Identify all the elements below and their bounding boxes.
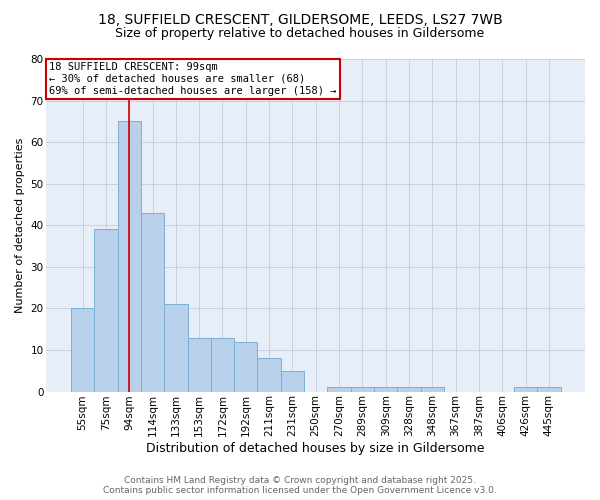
Bar xyxy=(211,338,234,392)
Bar xyxy=(94,230,118,392)
Text: 18, SUFFIELD CRESCENT, GILDERSOME, LEEDS, LS27 7WB: 18, SUFFIELD CRESCENT, GILDERSOME, LEEDS… xyxy=(98,12,502,26)
Text: 18 SUFFIELD CRESCENT: 99sqm
← 30% of detached houses are smaller (68)
69% of sem: 18 SUFFIELD CRESCENT: 99sqm ← 30% of det… xyxy=(49,62,337,96)
Bar xyxy=(514,388,537,392)
Bar xyxy=(188,338,211,392)
Bar xyxy=(397,388,421,392)
Bar xyxy=(141,213,164,392)
Bar xyxy=(257,358,281,392)
Bar xyxy=(537,388,560,392)
Bar xyxy=(234,342,257,392)
Bar xyxy=(164,304,188,392)
Bar xyxy=(118,122,141,392)
Bar xyxy=(328,388,350,392)
Text: Contains HM Land Registry data © Crown copyright and database right 2025.
Contai: Contains HM Land Registry data © Crown c… xyxy=(103,476,497,495)
Bar xyxy=(281,371,304,392)
Text: Size of property relative to detached houses in Gildersome: Size of property relative to detached ho… xyxy=(115,28,485,40)
Y-axis label: Number of detached properties: Number of detached properties xyxy=(15,138,25,313)
Bar xyxy=(350,388,374,392)
Bar xyxy=(421,388,444,392)
Bar xyxy=(374,388,397,392)
Bar xyxy=(71,308,94,392)
X-axis label: Distribution of detached houses by size in Gildersome: Distribution of detached houses by size … xyxy=(146,442,485,455)
